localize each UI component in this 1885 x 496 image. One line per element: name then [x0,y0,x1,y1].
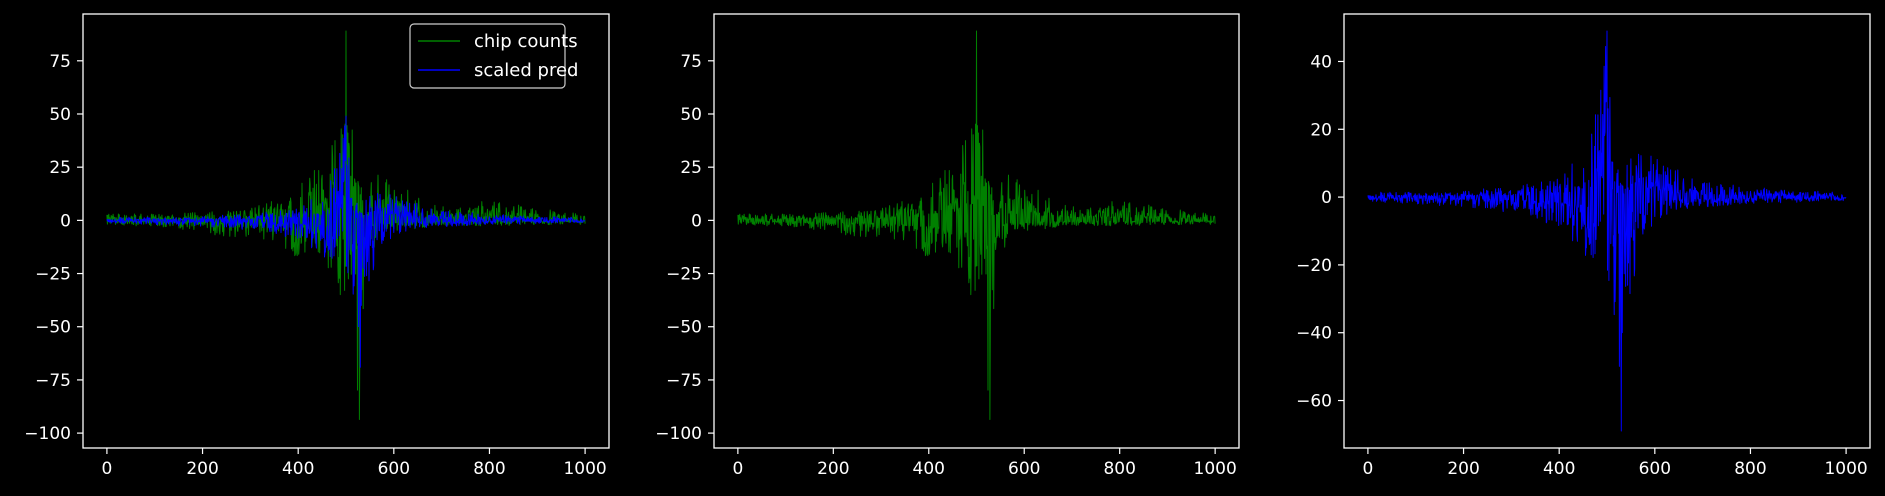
y-tick-label: 0 [60,211,71,231]
panel-1: 0 200 400 600 800 1000 −100 −75 −50 −25 0 25 50 75 [24,13,610,479]
y-tick-label: −50 [666,318,702,338]
x-tick-label: 600 [378,459,410,479]
y-tick-label: −25 [35,265,71,285]
y-tick-label: 40 [1310,52,1332,72]
x-tick-label: 800 [1734,459,1766,479]
legend-box [409,23,566,89]
y-tick-label: 50 [680,105,702,125]
x-tick-label: 200 [817,459,849,479]
y-tick-label: −100 [24,424,71,444]
x-tick-label: 0 [732,459,743,479]
x-tick-label: 0 [101,459,112,479]
y-tick-label: −75 [666,371,702,391]
y-tick-label: −100 [655,424,702,444]
series-line-chip-counts [737,30,1216,420]
x-tick-label: 400 [282,459,314,479]
legend-label-chip-counts: chip counts [474,31,578,52]
y-tick-label: 20 [1310,120,1332,140]
series-line-scaled-pred [106,115,586,368]
panel-3: 0 200 400 600 800 1000 −60 −40 −20 0 20 40 [1296,13,1871,479]
y-tick-label: −20 [1296,256,1332,276]
axes-frame [82,13,610,449]
y-tick-label: −25 [666,265,702,285]
y-tick-label: −40 [1296,324,1332,344]
y-tick-label: −50 [35,318,71,338]
x-tick-label: 200 [186,459,218,479]
x-tick-label: 0 [1362,459,1373,479]
y-tick-label: −75 [35,371,71,391]
y-tick-label: 75 [680,52,702,72]
axes-frame [713,13,1240,449]
y-tick-label: 0 [691,211,702,231]
x-tick-label: 400 [1543,459,1575,479]
x-tick-label: 800 [473,459,505,479]
y-tick-label: 25 [49,158,71,178]
y-tick-label: 25 [680,158,702,178]
y-tick-label: −60 [1296,392,1332,412]
legend: chip counts scaled pred [409,23,578,89]
series-line-scaled-pred [1367,30,1847,432]
x-tick-label: 1000 [563,459,606,479]
x-tick-label: 200 [1447,459,1479,479]
x-tick-label: 600 [1639,459,1671,479]
y-tick-label: 75 [49,52,71,72]
y-tick-label: 50 [49,105,71,125]
legend-label-scaled-pred: scaled pred [474,60,578,81]
y-tick-label: 0 [1321,188,1332,208]
x-tick-label: 600 [1008,459,1040,479]
x-tick-label: 400 [913,459,945,479]
x-tick-label: 800 [1103,459,1135,479]
panel-2: 0 200 400 600 800 1000 −100 −75 −50 −25 0 25 50 75 [655,13,1240,479]
axes-frame [1343,13,1871,449]
x-tick-label: 1000 [1824,459,1867,479]
x-tick-label: 1000 [1194,459,1237,479]
